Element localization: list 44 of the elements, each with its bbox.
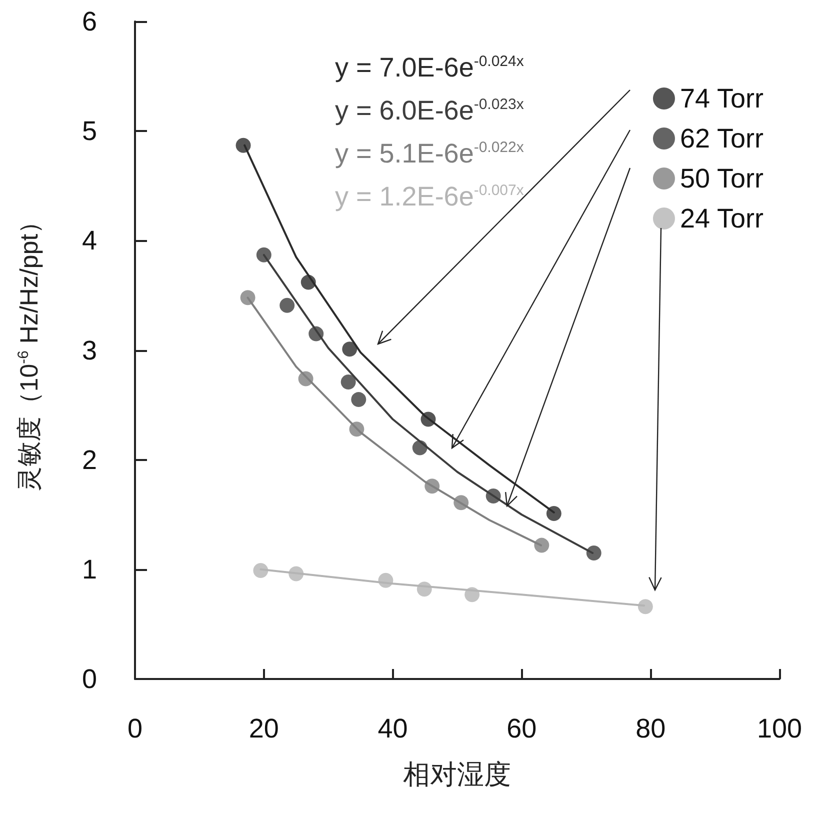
legend-label: 50 Torr — [680, 164, 764, 194]
point — [416, 582, 432, 597]
y-axis-title: 灵敏度（10-6 Hz/Hz/ppt） — [15, 208, 44, 492]
point — [256, 247, 272, 262]
point — [454, 495, 469, 510]
point — [534, 538, 550, 553]
point — [638, 599, 653, 614]
y-tick-label: 2 — [82, 444, 97, 475]
point — [586, 545, 602, 560]
x-tick-label: 100 — [756, 714, 802, 744]
y-tick-label: 6 — [82, 6, 97, 36]
y-tick-label: 0 — [82, 664, 97, 694]
x-tick-label: 60 — [506, 714, 537, 744]
point — [340, 374, 356, 390]
point — [240, 290, 256, 306]
point — [308, 326, 324, 342]
point — [280, 298, 295, 313]
legend-label: 74 Torr — [680, 84, 764, 114]
y-tick-label: 4 — [82, 226, 97, 256]
y-tick-label: 1 — [82, 554, 97, 584]
point — [378, 572, 394, 588]
point — [486, 488, 501, 504]
x-axis-title: 相对湿度 — [403, 760, 512, 790]
y-tick-label: 5 — [82, 116, 97, 146]
point — [351, 392, 366, 408]
x-tick-label: 20 — [248, 714, 279, 744]
point — [412, 440, 428, 456]
point — [464, 587, 480, 602]
point — [349, 422, 364, 437]
x-tick-label: 0 — [127, 714, 143, 744]
x-tick-label: 80 — [636, 714, 666, 744]
point — [546, 506, 562, 522]
point — [298, 371, 314, 386]
point — [420, 412, 436, 427]
point — [253, 563, 268, 578]
point — [236, 138, 251, 153]
point — [288, 566, 304, 582]
legend-label: 62 Torr — [680, 124, 764, 154]
y-tick-label: 3 — [82, 335, 97, 366]
point — [342, 342, 358, 357]
legend-label: 24 Torr — [680, 204, 764, 234]
point — [300, 274, 316, 290]
point — [424, 478, 440, 494]
x-tick-label: 40 — [378, 714, 408, 744]
